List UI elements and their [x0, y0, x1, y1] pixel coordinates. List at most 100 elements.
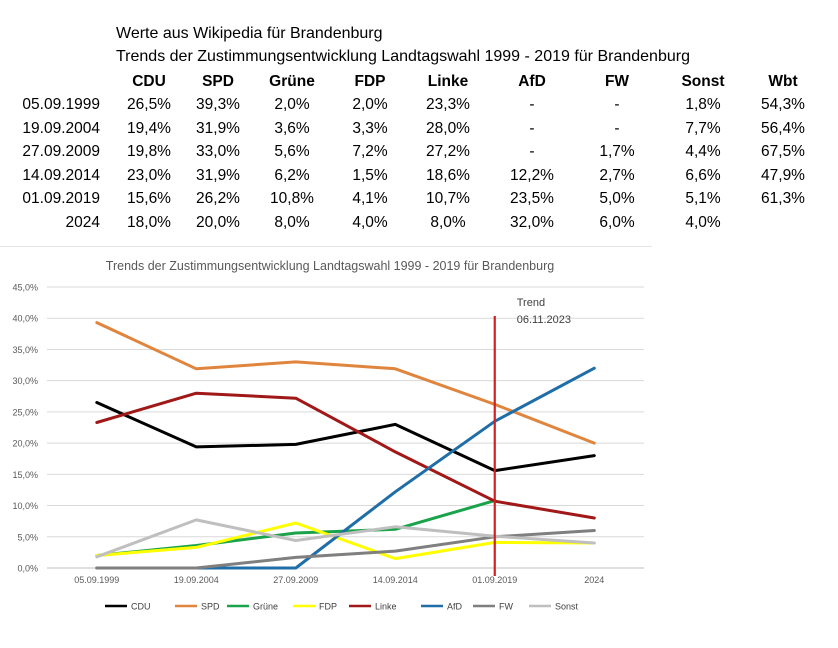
column-header: Linke	[427, 72, 469, 90]
table-cell: 1,8%	[685, 96, 721, 114]
table-cell: -	[529, 119, 535, 137]
table-cell: 15,6%	[127, 190, 171, 208]
table-row: 19.09.2004 19,4% 31,9% 3,6% 3,3% 28,0% -…	[14, 117, 818, 141]
table-cell: 19,8%	[127, 143, 171, 161]
table-cell: 4,0%	[685, 213, 721, 231]
column-header: AfD	[518, 72, 546, 90]
row-label: 27.09.2009	[22, 143, 100, 161]
table-cell: 8,0%	[274, 213, 310, 231]
table-cell: 5,1%	[685, 190, 721, 208]
table-cell: 23,3%	[426, 96, 470, 114]
series-line-sonst	[95, 518, 596, 559]
table-cell: 3,3%	[352, 119, 388, 137]
table-cell: 10,7%	[426, 190, 470, 208]
x-tick-label: 2024	[584, 575, 604, 585]
row-label: 14.09.2014	[22, 166, 100, 184]
table-row: 27.09.2009 19,8% 33,0% 5,6% 7,2% 27,2% -…	[14, 141, 818, 165]
table-cell: 31,9%	[196, 119, 240, 137]
table-cell: 4,1%	[352, 190, 388, 208]
table-cell: 6,6%	[685, 166, 721, 184]
row-label: 19.09.2004	[22, 119, 100, 137]
table-cell: 7,7%	[685, 119, 721, 137]
table-cell: 28,0%	[426, 119, 470, 137]
table-cell: 20,0%	[196, 213, 240, 231]
table-cell: 2,0%	[274, 96, 310, 114]
series-line-fdp	[95, 521, 596, 561]
column-header: Wbt	[768, 72, 798, 90]
column-header: Sonst	[681, 72, 725, 90]
series-line-grüne	[95, 499, 497, 557]
trend-annotation-date: 06.11.2023	[517, 314, 571, 326]
x-tick-label: 14.09.2014	[373, 575, 418, 585]
header-line-2: Trends der Zustimmungsentwicklung Landta…	[116, 48, 690, 65]
chart-title: Trends der Zustimmungsentwicklung Landta…	[106, 259, 554, 273]
legend-label: Sonst	[555, 602, 579, 612]
legend-label: Grüne	[253, 602, 278, 612]
table-row: 01.09.2019 15,6% 26,2% 10,8% 4,1% 10,7% …	[14, 188, 818, 212]
x-tick-label: 05.09.1999	[74, 575, 119, 585]
row-label: 2024	[65, 213, 100, 231]
y-tick-label: 20,0%	[12, 439, 38, 449]
y-tick-label: 25,0%	[12, 407, 38, 417]
table-cell: 6,0%	[599, 213, 635, 231]
trend-annotation-label: Trend	[517, 297, 545, 309]
table-cell: -	[529, 143, 535, 161]
table-cell: 61,3%	[761, 190, 805, 208]
x-tick-label: 27.09.2009	[273, 575, 318, 585]
table-cell: 39,3%	[196, 96, 240, 114]
table-cell: 23,5%	[510, 190, 554, 208]
table-cell: 2,7%	[599, 166, 635, 184]
table-cell: 10,8%	[270, 190, 314, 208]
table-cell: 18,0%	[127, 213, 171, 231]
legend-label: Linke	[375, 602, 397, 612]
x-tick-label: 19.09.2004	[174, 575, 219, 585]
row-label: 05.09.1999	[22, 96, 100, 114]
table-cell: 2,0%	[352, 96, 388, 114]
legend-label: SPD	[201, 602, 220, 612]
table-row: 05.09.1999 26,5% 39,3% 2,0% 2,0% 23,3% -…	[14, 94, 818, 118]
table-cell: 3,6%	[274, 119, 310, 137]
table-cell: 8,0%	[430, 213, 466, 231]
corner-cell	[14, 70, 114, 94]
legend-label: FDP	[319, 602, 337, 612]
y-tick-label: 40,0%	[12, 314, 38, 324]
table-cell: 56,4%	[761, 119, 805, 137]
table-cell: 1,7%	[599, 143, 635, 161]
table-cell: 26,2%	[196, 190, 240, 208]
table-cell: 31,9%	[196, 166, 240, 184]
table-cell: 33,0%	[196, 143, 240, 161]
y-tick-label: 0,0%	[17, 564, 38, 574]
table-cell: -	[614, 119, 620, 137]
y-tick-label: 45,0%	[12, 283, 38, 293]
column-header: FW	[604, 72, 630, 90]
row-label: 01.09.2019	[22, 190, 100, 208]
line-chart: Trends der Zustimmungsentwicklung Landta…	[12, 259, 644, 612]
y-tick-label: 35,0%	[12, 345, 38, 355]
table-cell: 4,4%	[685, 143, 721, 161]
x-tick-label: 01.09.2019	[472, 575, 517, 585]
table-cell: 47,9%	[761, 166, 805, 184]
table-row: 2024 18,0% 20,0% 8,0% 4,0% 8,0% 32,0% 6,…	[14, 211, 818, 235]
series-line-cdu	[95, 401, 596, 473]
column-header: CDU	[132, 72, 166, 90]
y-tick-label: 5,0%	[17, 532, 38, 542]
legend-label: FW	[499, 602, 513, 612]
table-cell: 18,6%	[426, 166, 470, 184]
series-line-linke	[95, 391, 596, 520]
table-cell: 12,2%	[510, 166, 554, 184]
column-header: FDP	[354, 72, 386, 90]
table-cell: 1,5%	[352, 166, 388, 184]
table-cell	[748, 211, 818, 235]
header-line-1: Werte aus Wikipedia für Brandenburg	[116, 25, 383, 42]
table-cell: 5,0%	[599, 190, 635, 208]
table-cell: 7,2%	[352, 143, 388, 161]
table-cell: 19,4%	[127, 119, 171, 137]
table-cell: 6,2%	[274, 166, 310, 184]
table-cell: 27,2%	[426, 143, 470, 161]
table-row: 14.09.2014 23,0% 31,9% 6,2% 1,5% 18,6% 1…	[14, 164, 818, 188]
y-tick-label: 10,0%	[12, 501, 38, 511]
table-cell: 67,5%	[761, 143, 805, 161]
table-cell: 4,0%	[352, 213, 388, 231]
table-cell: 26,5%	[127, 96, 171, 114]
y-tick-label: 30,0%	[12, 376, 38, 386]
